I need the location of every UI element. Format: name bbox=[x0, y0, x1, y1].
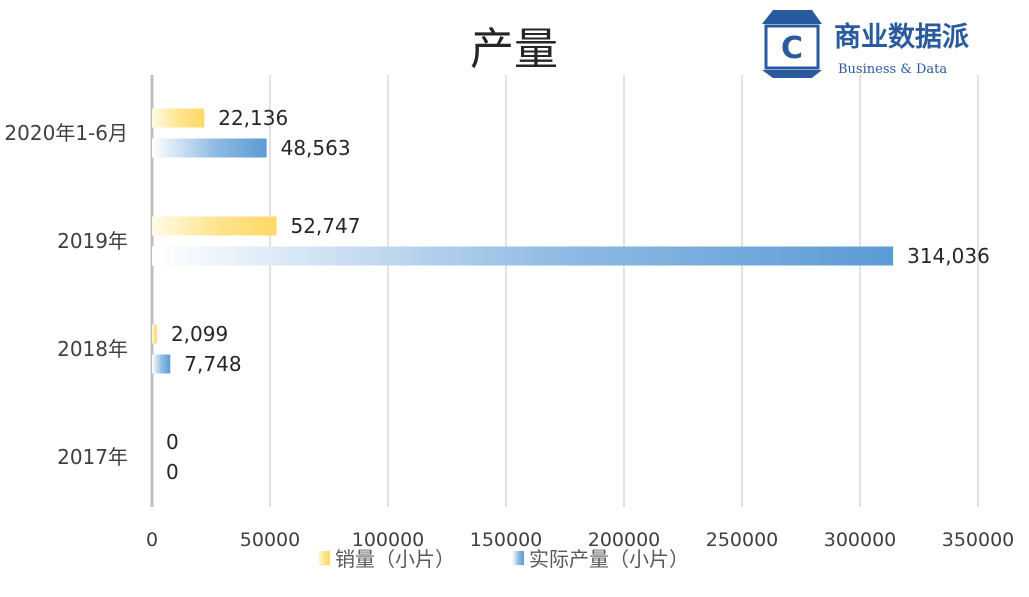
logo-emblem-base-icon bbox=[762, 70, 822, 78]
legend-swatch bbox=[318, 551, 330, 565]
data-label: 314,036 bbox=[907, 244, 990, 268]
bar-production bbox=[152, 354, 171, 374]
x-tick-label: 300000 bbox=[824, 529, 897, 551]
category-label: 2017年 bbox=[57, 445, 128, 469]
x-tick-label: 250000 bbox=[706, 529, 779, 551]
tick-labels: 0 50000 100000 150000 200000 250000 300000 3500… bbox=[146, 529, 1014, 551]
bar-sales bbox=[152, 216, 277, 236]
x-tick-label: 200000 bbox=[588, 529, 661, 551]
bar-sales bbox=[152, 108, 205, 128]
data-label: 48,563 bbox=[281, 136, 351, 160]
logo-letter: C bbox=[781, 31, 803, 66]
category-label: 2018年 bbox=[57, 337, 128, 361]
legend-swatch bbox=[512, 551, 524, 565]
category-labels: 2020年1-6月 2019年 2018年 2017年 bbox=[4, 121, 128, 469]
legend-label: 销量（小片） bbox=[335, 547, 455, 571]
bar-production bbox=[152, 138, 267, 158]
bar-production bbox=[152, 246, 894, 266]
data-label: 0 bbox=[166, 460, 179, 484]
data-label: 22,136 bbox=[218, 106, 288, 130]
x-tick-label: 100000 bbox=[352, 529, 425, 551]
data-label: 2,099 bbox=[171, 322, 228, 346]
data-label: 0 bbox=[166, 430, 179, 454]
logo-name-cn: 商业数据派 bbox=[834, 22, 969, 53]
category-label: 2020年1-6月 bbox=[4, 121, 128, 145]
logo-emblem-frame bbox=[764, 24, 820, 70]
legend: 销量（小片） 实际产量（小片） bbox=[318, 547, 689, 571]
x-tick-label: 150000 bbox=[470, 529, 543, 551]
gridlines bbox=[150, 75, 979, 507]
bars bbox=[152, 108, 894, 374]
brand-logo: C 商业数据派 Business & Data bbox=[762, 10, 969, 78]
logo-name-en: Business & Data bbox=[838, 62, 947, 77]
data-labels: 22,136 48,563 52,747 314,036 2,099 7,748 0 0 bbox=[166, 106, 990, 484]
logo-emblem-icon bbox=[762, 10, 822, 24]
category-label: 2019年 bbox=[57, 229, 128, 253]
legend-label: 实际产量（小片） bbox=[529, 547, 689, 571]
bar-sales bbox=[152, 324, 157, 344]
data-label: 7,748 bbox=[184, 352, 241, 376]
x-tick-label: 350000 bbox=[942, 529, 1015, 551]
chart-title: 产量 bbox=[470, 24, 558, 75]
x-tick-label: 0 bbox=[146, 529, 158, 551]
data-label: 52,747 bbox=[290, 214, 360, 238]
x-tick-label: 50000 bbox=[240, 529, 300, 551]
